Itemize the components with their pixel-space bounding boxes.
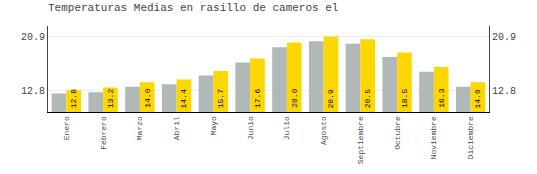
svg-text:17.6: 17.6: [253, 89, 262, 108]
svg-text:20.0: 20.0: [290, 88, 299, 107]
svg-text:Noviembre: Noviembre: [429, 116, 438, 159]
svg-text:Marzo: Marzo: [135, 116, 144, 140]
svg-text:12.8: 12.8: [21, 86, 45, 97]
svg-text:Septiembre: Septiembre: [356, 116, 365, 164]
svg-text:14.4: 14.4: [179, 89, 188, 108]
svg-text:20.9: 20.9: [326, 89, 335, 108]
svg-text:14.0: 14.0: [143, 88, 152, 107]
svg-text:Temperaturas Medias en rasillo: Temperaturas Medias en rasillo de camero…: [48, 2, 338, 14]
svg-text:Mayo: Mayo: [209, 116, 218, 135]
svg-text:12.8: 12.8: [492, 86, 516, 97]
svg-text:14.0: 14.0: [473, 89, 482, 108]
svg-text:16.3: 16.3: [437, 88, 446, 107]
svg-text:Julio: Julio: [282, 116, 291, 140]
svg-text:Agosto: Agosto: [319, 116, 328, 145]
svg-text:Junio: Junio: [246, 116, 255, 140]
svg-text:Octubre: Octubre: [393, 116, 402, 150]
svg-text:15.7: 15.7: [216, 89, 225, 108]
svg-text:12.8: 12.8: [69, 89, 78, 108]
svg-text:18.5: 18.5: [400, 89, 409, 108]
svg-text:Abril: Abril: [172, 116, 181, 140]
svg-text:13.2: 13.2: [106, 89, 115, 108]
svg-text:20.9: 20.9: [21, 32, 45, 43]
svg-text:20.5: 20.5: [363, 89, 372, 108]
svg-text:Febrero: Febrero: [99, 116, 108, 150]
svg-text:Diciembre: Diciembre: [466, 116, 475, 159]
svg-text:20.9: 20.9: [492, 32, 516, 43]
svg-text:Enero: Enero: [62, 116, 71, 140]
